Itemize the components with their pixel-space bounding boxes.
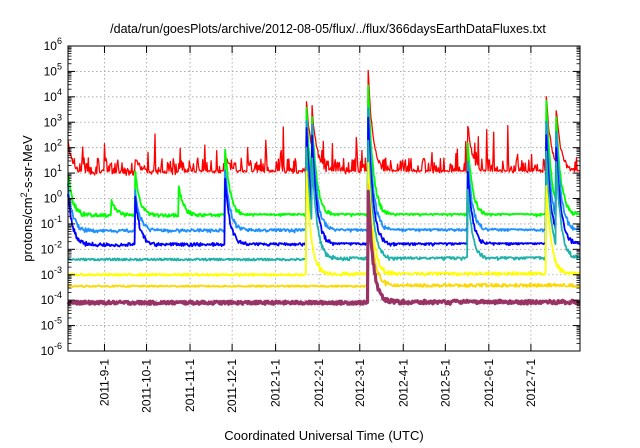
series-line-4: [67, 116, 581, 248]
y-tick-label: 101: [44, 163, 62, 180]
x-tick-label: 2012-2-1: [312, 359, 326, 407]
y-tick-label: 10-5: [41, 316, 62, 333]
chart-title: /data/run/goesPlots/archive/2012-08-05/f…: [110, 22, 546, 36]
series-line-3: [67, 107, 581, 234]
series-line-2: [67, 84, 581, 219]
series-line-6: [67, 161, 581, 277]
y-tick-label: 10-6: [41, 341, 62, 358]
series-layer: [66, 69, 581, 306]
series-line-1: [67, 69, 581, 176]
y-axis-label-pre: protons/cm: [20, 197, 35, 261]
x-tick-label: 2011-12-1: [225, 359, 239, 413]
y-axis-label: protons/cm2-s-sr-MeV: [19, 135, 35, 262]
y-axis-label-sup: 2: [19, 192, 29, 197]
x-tick-label: 2012-6-1: [482, 359, 496, 407]
y-tick-label: 10-2: [41, 239, 62, 256]
x-tick-label: 2012-3-1: [353, 359, 367, 407]
y-tick-label: 100: [44, 189, 62, 206]
plot-frame: [67, 45, 581, 352]
x-tick-label: 2011-11-1: [183, 359, 197, 412]
x-tick-label: 2011-10-1: [140, 359, 154, 413]
y-tick-label: 10-4: [41, 290, 62, 307]
y-tick-label: 10-3: [41, 265, 62, 282]
y-tick-label: 103: [44, 112, 62, 129]
x-tick-label: 2012-5-1: [438, 359, 452, 407]
series-line-7: [67, 183, 581, 288]
x-tick-label: 2011-9-1: [97, 359, 111, 406]
y-tick-label: 10-1: [41, 214, 62, 231]
x-tick-label: 2012-4-1: [396, 359, 410, 407]
y-tick-label: 102: [44, 138, 62, 155]
y-tick-label: 104: [44, 87, 62, 104]
series-line-8: [66, 189, 581, 306]
y-tick-label: 105: [44, 61, 62, 78]
y-tick-label: 106: [44, 36, 62, 53]
x-tick-label: 2012-1-1: [269, 359, 283, 407]
y-axis-label-post: -s-sr-MeV: [20, 135, 35, 192]
x-axis-label: Coordinated Universal Time (UTC): [224, 428, 423, 443]
x-tick-label: 2012-7-1: [524, 359, 538, 407]
series-line-5: [67, 139, 581, 262]
axes: 10-6 10-5 10-4 10-3 10-2 10-1 100 101 102 103 104 1…: [41, 36, 581, 413]
